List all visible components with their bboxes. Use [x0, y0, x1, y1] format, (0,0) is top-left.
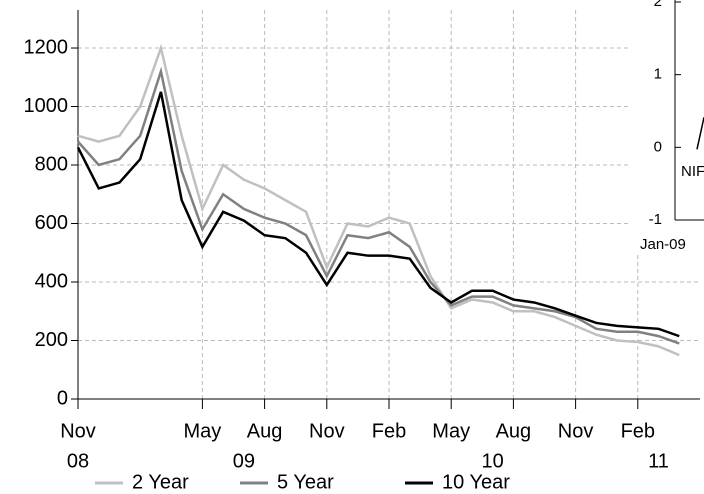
series-line: [76, 91, 680, 338]
y-tick-label: 200: [35, 329, 68, 351]
inset-y-tick-label: 0: [654, 138, 662, 155]
y-tick-label: 800: [35, 153, 68, 175]
x-year-label: 11: [648, 450, 669, 472]
inset-y-tick-label: 2: [654, 0, 662, 10]
x-tick-label: Aug: [247, 420, 283, 442]
inset-y-tick-label: -1: [649, 211, 662, 228]
x-tick-label: May: [432, 420, 470, 442]
series-line: [77, 66, 680, 345]
inset-y-tick-label: 1: [654, 66, 662, 83]
inset-line: [696, 117, 704, 150]
y-tick-label: 0: [57, 387, 68, 409]
inset-x-tick-label: Jan-09: [640, 236, 686, 253]
x-year-label: 09: [233, 450, 255, 472]
x-tick-label: Nov: [558, 420, 594, 442]
inset-background: [630, 0, 704, 255]
legend-label: 5 Year: [277, 471, 334, 493]
y-tick-label: 1200: [24, 36, 69, 58]
x-tick-label: Feb: [372, 420, 406, 442]
x-year-label: 10: [482, 450, 504, 472]
y-tick-label: 1000: [24, 95, 69, 117]
y-tick-label: 600: [35, 212, 68, 234]
x-tick-label: Nov: [309, 420, 345, 442]
x-tick-label: Aug: [496, 420, 532, 442]
legend-label: 10 Year: [442, 471, 510, 493]
series-line: [77, 43, 680, 357]
inset-annotation: NIF: [681, 163, 704, 180]
y-tick-label: 400: [35, 270, 68, 292]
x-tick-label: Feb: [621, 420, 655, 442]
x-year-label: 08: [67, 450, 89, 472]
legend-label: 2 Year: [132, 471, 189, 493]
x-tick-label: May: [184, 420, 222, 442]
x-tick-label: Nov: [60, 420, 96, 442]
